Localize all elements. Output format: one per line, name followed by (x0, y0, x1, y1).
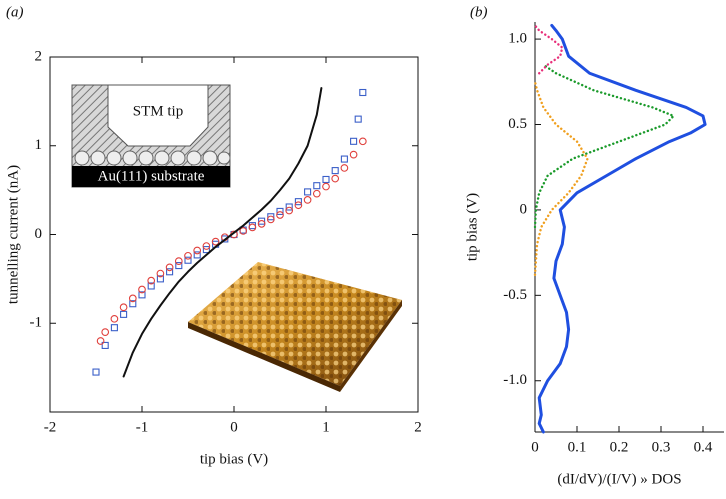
data-point (331, 167, 339, 175)
data-point (285, 206, 294, 215)
inset-label: Au(111) substrate (98, 168, 205, 184)
data-point (258, 217, 266, 225)
data-point (211, 237, 220, 246)
data-point (128, 294, 137, 303)
data-point (110, 324, 118, 332)
data-point (303, 196, 312, 204)
data-point (331, 174, 340, 183)
data-point (184, 251, 192, 260)
data-point (294, 201, 303, 210)
stm-inset: STM tip Au(111) substrate (71, 84, 231, 188)
x-tick-label: 0.3 (652, 439, 671, 455)
x-axis-label: tip bias (V) (200, 451, 268, 467)
x-tick-label: -1 (136, 419, 149, 435)
data-point (138, 291, 146, 299)
data-point (119, 303, 128, 312)
x-tick-label: 0 (230, 419, 238, 435)
y-axis-label: tip bias (V) (464, 193, 480, 261)
data-point (294, 198, 302, 206)
data-point (202, 246, 210, 254)
data-point (340, 164, 349, 172)
y-tick-label: -1.0 (503, 372, 527, 388)
data-point (248, 222, 256, 230)
data-point (184, 256, 192, 264)
panel-label: (a) (6, 4, 24, 20)
data-line (537, 23, 707, 434)
data-point (147, 276, 156, 285)
data-point (110, 314, 119, 323)
data-point (96, 337, 105, 345)
data-point (101, 328, 110, 336)
data-point (257, 220, 266, 228)
data-point (156, 275, 164, 283)
y-tick-label: 0 (35, 226, 43, 242)
data-point (101, 341, 109, 349)
y-axis-label: tunnelling current (nA) (5, 165, 21, 304)
data-point (322, 175, 330, 184)
data-point (147, 282, 155, 290)
data-point (193, 246, 202, 255)
data-point (156, 269, 165, 278)
data-point (165, 263, 174, 272)
x-tick-label: 0.4 (694, 439, 713, 455)
data-point (92, 368, 100, 376)
data-point (285, 203, 293, 211)
inset-label: STM tip (133, 103, 183, 119)
x-tick-label: 2 (414, 419, 422, 435)
data-point (166, 268, 174, 276)
data-point (350, 137, 358, 145)
data-point (239, 227, 248, 235)
data-point (354, 115, 362, 123)
data-point (175, 262, 183, 270)
x-tick-label: -2 (44, 419, 57, 435)
y-tick-label: 1 (35, 137, 43, 153)
data-point (266, 215, 275, 224)
data-line (533, 24, 564, 75)
data-point (349, 150, 358, 159)
topography-inset (188, 262, 402, 392)
data-point (304, 188, 312, 196)
data-point (174, 257, 183, 265)
data-point (313, 182, 321, 190)
data-line (533, 80, 589, 277)
x-tick-label: 0.1 (568, 439, 587, 455)
data-point (202, 242, 211, 250)
panel-label: (b) (470, 4, 488, 20)
data-point (312, 189, 321, 198)
y-tick-label: 1.0 (508, 31, 527, 47)
data-point (138, 285, 146, 294)
data-point (276, 211, 284, 219)
data-point (267, 213, 275, 221)
data-point (276, 207, 284, 215)
y-tick-label: 0.5 (508, 116, 527, 132)
plots: -2 -1 0 1 2 -1 0 1 2 tip bias (V) tunnelling curre… (5, 22, 724, 487)
data-point (248, 223, 257, 232)
x-tick-label: 1 (322, 419, 330, 435)
y-tick-label: 0 (520, 201, 528, 217)
x-tick-label: 0 (531, 439, 539, 455)
data-point (359, 88, 367, 97)
data-point (120, 310, 128, 318)
y-tick-label: -0.5 (503, 287, 527, 303)
y-tick-label: -1 (30, 315, 43, 331)
data-line (533, 63, 675, 229)
data-point (193, 251, 201, 259)
data-line (122, 87, 323, 378)
y-tick-label: 2 (35, 48, 43, 64)
data-point (340, 155, 348, 163)
data-point (322, 182, 330, 191)
data-point (129, 300, 137, 308)
x-tick-label: 0.2 (610, 439, 629, 455)
data-point (358, 137, 367, 146)
x-axis-label: (dI/dV)/(I/V) » DOS (557, 471, 681, 487)
